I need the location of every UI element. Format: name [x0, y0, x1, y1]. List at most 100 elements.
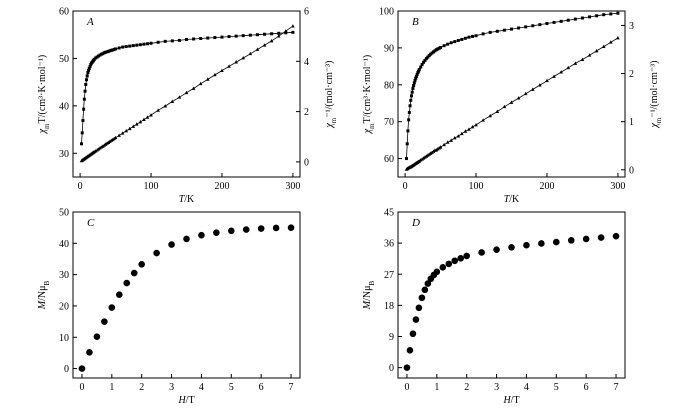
data-point-square: [277, 31, 281, 35]
data-point-triangle: [220, 68, 224, 73]
y-tick-label: 50: [59, 208, 69, 219]
data-point-triangle: [291, 24, 295, 28]
data-point-square: [121, 45, 125, 49]
data-point-square: [117, 46, 121, 50]
data-point-square: [199, 37, 203, 41]
y-tick-label: 40: [59, 239, 69, 250]
x-tick-label: 4: [524, 382, 529, 393]
data-point-square: [406, 129, 410, 133]
x-tick-label: 5: [229, 382, 234, 393]
data-point-square: [411, 86, 415, 90]
data-point-square: [422, 60, 426, 64]
data-point-square: [291, 30, 295, 34]
data-point-triangle: [573, 61, 578, 65]
data-point-triangle: [580, 57, 585, 61]
data-point-circle: [183, 235, 190, 243]
data-point-circle: [418, 294, 426, 302]
data-point-triangle: [587, 53, 592, 57]
y-right-axis-title: χm⁻¹/(mol·cm⁻³): [324, 60, 338, 128]
data-point-triangle: [198, 81, 203, 86]
y-right-tick-label: 6: [304, 7, 309, 18]
data-point-square: [138, 43, 142, 47]
data-point-circle: [612, 232, 620, 240]
data-point-triangle: [434, 148, 439, 152]
data-point-triangle: [430, 150, 434, 154]
data-point-triangle: [488, 113, 493, 118]
data-point-triangle: [156, 108, 160, 112]
data-point-square: [227, 35, 231, 39]
data-point-square: [409, 94, 413, 98]
x-tick-label: 300: [285, 181, 300, 192]
data-point-triangle: [456, 134, 461, 138]
data-point-triangle: [530, 87, 535, 91]
data-point-square: [609, 12, 613, 16]
x-tick-label: 3: [169, 382, 174, 393]
y-right-tick-label: 2: [304, 107, 309, 118]
data-point-triangle: [431, 149, 436, 153]
data-point-circle: [130, 269, 138, 277]
data-point-triangle: [227, 64, 231, 68]
data-point-square: [470, 34, 474, 38]
y-right-tick-label: 1: [629, 117, 634, 128]
data-point-triangle: [467, 127, 471, 131]
data-point-triangle: [452, 136, 457, 140]
data-point-square: [80, 142, 84, 146]
data-point-triangle: [545, 78, 549, 83]
data-point-square: [114, 47, 118, 51]
data-point-square: [510, 27, 513, 31]
data-point-square: [124, 45, 128, 49]
data-point-triangle: [127, 126, 132, 131]
data-point-square: [270, 32, 274, 36]
x-tick-label: 4: [199, 382, 204, 393]
data-point-triangle: [184, 90, 189, 95]
data-point-circle: [168, 241, 175, 248]
data-point-square: [566, 18, 570, 22]
x-axis-title: T/K: [179, 194, 195, 205]
data-point-triangle: [420, 157, 424, 161]
data-point-triangle: [131, 124, 136, 128]
plot-frame: [72, 211, 301, 379]
data-point-circle: [403, 364, 411, 371]
data-point-square: [163, 39, 167, 43]
data-point-triangle: [163, 104, 168, 108]
data-point-square: [149, 41, 153, 45]
data-point-square: [467, 35, 471, 39]
data-point-square: [185, 37, 188, 41]
panel-a: 0 100 200 300 30 40 50 60 0 2 4 6 T/K χmT/(cm³·K·mol⁻…: [37, 7, 338, 206]
data-point-square: [474, 34, 478, 38]
data-point-circle: [433, 268, 441, 276]
y-tick-label: 100: [379, 7, 394, 18]
x-tick-label: 7: [289, 382, 294, 393]
data-point-triangle: [428, 151, 433, 155]
data-point-circle: [508, 243, 515, 251]
y-right-tick-label: 2: [629, 69, 634, 80]
data-point-triangle: [124, 128, 129, 133]
data-point-square: [213, 36, 217, 40]
data-point-triangle: [177, 95, 182, 99]
data-point-circle: [582, 235, 590, 243]
data-point-triangle: [616, 35, 620, 40]
data-point-triangle: [559, 70, 563, 74]
data-point-square: [80, 131, 84, 135]
data-point-square: [407, 118, 411, 122]
data-point-circle: [412, 316, 420, 323]
x-tick-label: 1: [109, 382, 114, 393]
data-point-triangle: [445, 140, 450, 144]
data-point-square: [156, 40, 160, 44]
y-right-tick-label: 3: [629, 21, 634, 32]
data-point-triangle: [120, 131, 125, 135]
x-tick-label: 100: [144, 181, 159, 192]
data-point-circle: [123, 279, 131, 287]
data-point-square: [85, 74, 89, 78]
data-point-square: [86, 71, 90, 75]
data-point-triangle: [262, 43, 267, 47]
x-tick-label: 300: [610, 181, 625, 192]
x-tick-label: 7: [614, 382, 619, 393]
y-axis-title: M/NμB: [37, 280, 51, 310]
data-point-triangle: [516, 96, 521, 100]
x-tick-label: 200: [214, 181, 229, 192]
x-tick-label: 6: [259, 382, 264, 393]
data-point-square: [488, 30, 492, 34]
plot-frame: [397, 211, 626, 379]
